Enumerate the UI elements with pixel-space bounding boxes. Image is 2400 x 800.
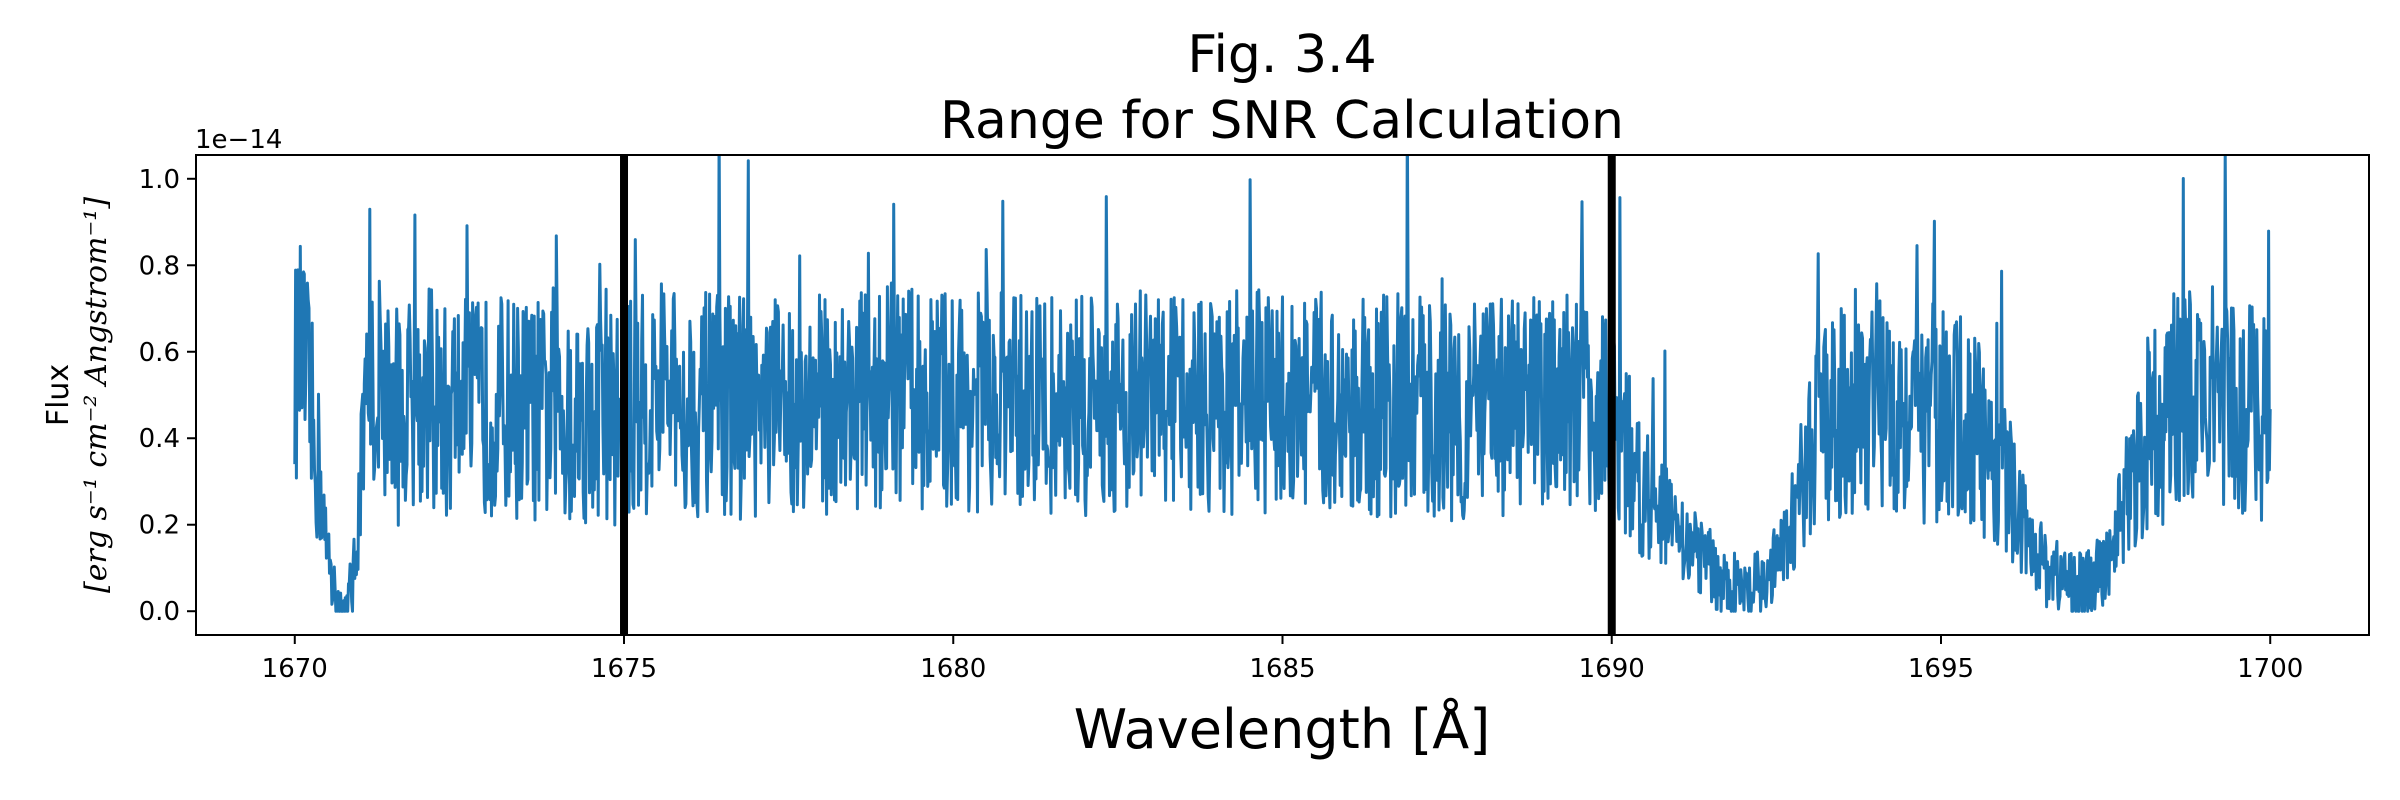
x-tick-label: 1675 (591, 654, 657, 684)
x-tick-label: 1670 (262, 654, 328, 684)
y-axis: 0.0 0.2 0.4 0.6 0.8 1.0 (139, 165, 196, 627)
x-tick-label: 1680 (920, 654, 986, 684)
x-axis: 1670 1675 1680 1685 1690 1695 1700 (262, 635, 2303, 684)
x-tick-label: 1700 (2237, 654, 2303, 684)
chart-subtitle: Range for SNR Calculation (940, 91, 1624, 151)
y-tick-label: 0.4 (139, 424, 180, 454)
chart-title: Fig. 3.4 (1187, 25, 1376, 85)
x-tick-label: 1695 (1908, 654, 1974, 684)
y-axis-unit: [erg s⁻¹ cm⁻² Angstrom⁻¹] (79, 197, 114, 593)
y-axis-label: Flux (41, 364, 76, 426)
y-tick-label: 0.2 (139, 511, 180, 541)
y-tick-label: 0.6 (139, 338, 180, 368)
x-axis-label: Wavelength [Å] (1074, 697, 1491, 761)
y-tick-label: 1.0 (139, 165, 180, 195)
y-tick-label: 0.8 (139, 251, 180, 281)
y-offset-label: 1e−14 (195, 125, 282, 155)
x-tick-label: 1685 (1249, 654, 1315, 684)
y-tick-label: 0.0 (139, 597, 180, 627)
x-tick-label: 1690 (1579, 654, 1645, 684)
